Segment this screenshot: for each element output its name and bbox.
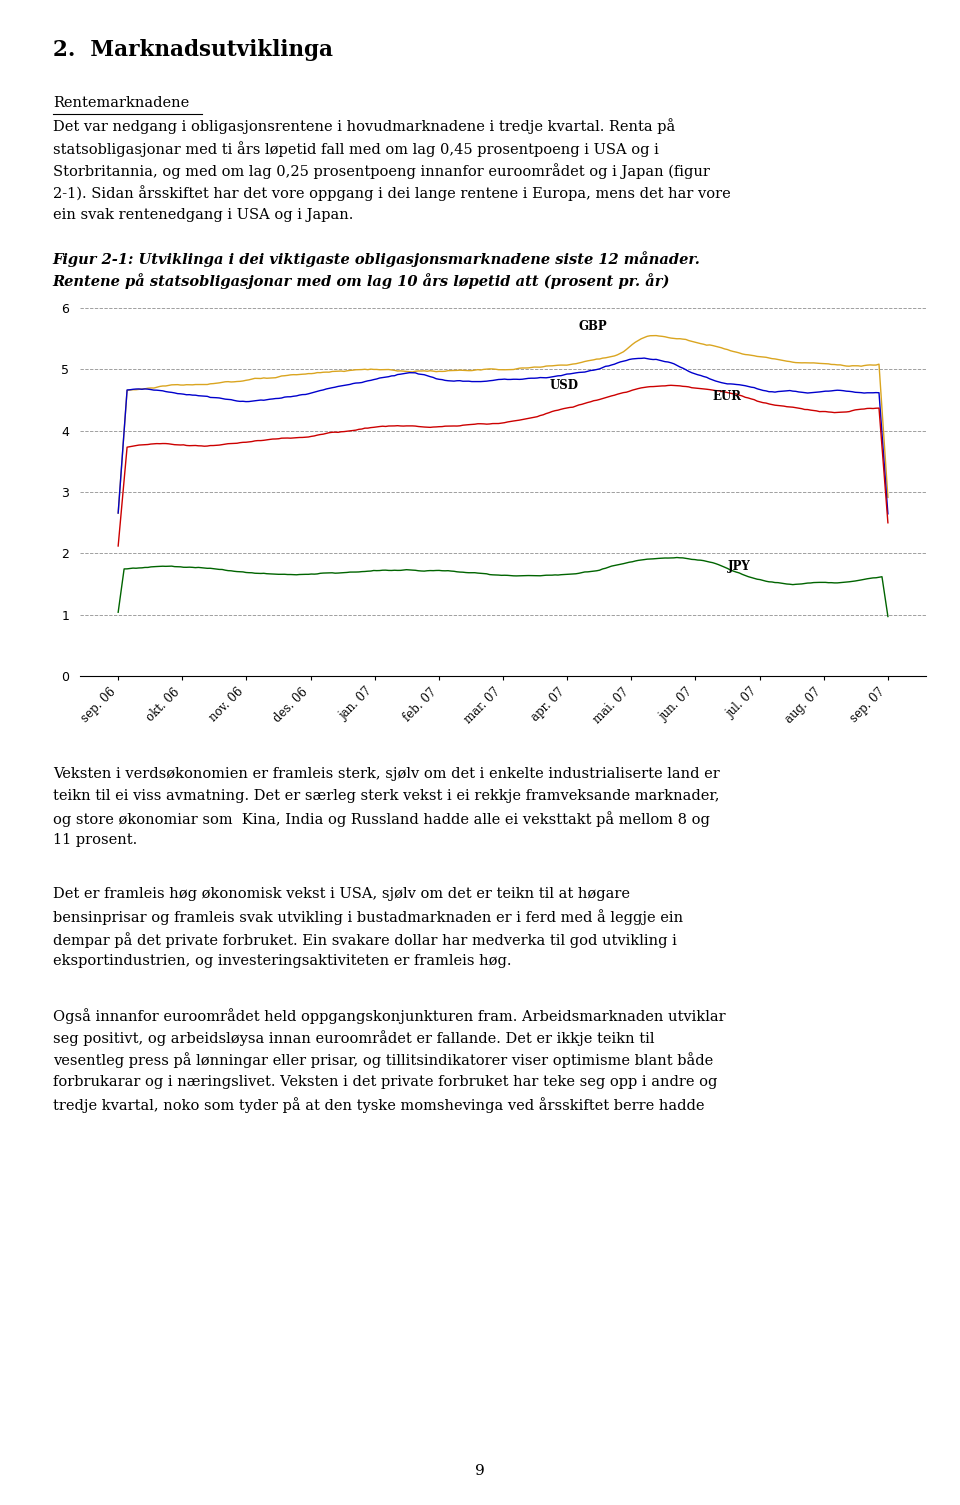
- Text: Det var nedgang i obligasjonsrentene i hovudmarknadene i tredje kvartal. Renta p: Det var nedgang i obligasjonsrentene i h…: [53, 119, 675, 134]
- Text: Også innanfor euroområdet held oppgangskonjunkturen fram. Arbeidsmarknaden utvik: Også innanfor euroområdet held oppgangsk…: [53, 1008, 726, 1023]
- Text: Veksten i verdsøkonomien er framleis sterk, sjølv om det i enkelte industrialise: Veksten i verdsøkonomien er framleis ste…: [53, 766, 720, 781]
- Text: JPY: JPY: [728, 560, 750, 573]
- Text: Rentemarknadene: Rentemarknadene: [53, 96, 189, 110]
- Text: seg positivt, og arbeidsløysa innan euroområdet er fallande. Det er ikkje teikn : seg positivt, og arbeidsløysa innan euro…: [53, 1031, 655, 1046]
- Text: Figur 2-1: Utviklinga i dei viktigaste obligasjonsmarknadene siste 12 månader.: Figur 2-1: Utviklinga i dei viktigaste o…: [53, 251, 701, 266]
- Text: Storbritannia, og med om lag 0,25 prosentpoeng innanfor euroområdet og i Japan (: Storbritannia, og med om lag 0,25 prosen…: [53, 163, 709, 179]
- Text: og store økonomiar som  Kina, India og Russland hadde alle ei veksttakt på mello: og store økonomiar som Kina, India og Ru…: [53, 811, 709, 828]
- Text: Det er framleis høg økonomisk vekst i USA, sjølv om det er teikn til at høgare: Det er framleis høg økonomisk vekst i US…: [53, 888, 630, 901]
- Text: bensinprisar og framleis svak utvikling i bustadmarknaden er i ferd med å leggje: bensinprisar og framleis svak utvikling …: [53, 909, 683, 926]
- Text: tredje kvartal, noko som tyder på at den tyske momshevinga ved årsskiftet berre : tredje kvartal, noko som tyder på at den…: [53, 1097, 705, 1114]
- Text: EUR: EUR: [712, 390, 741, 403]
- Text: 11 prosent.: 11 prosent.: [53, 834, 137, 847]
- Text: statsobligasjonar med ti års løpetid fall med om lag 0,45 prosentpoeng i USA og : statsobligasjonar med ti års løpetid fal…: [53, 141, 659, 157]
- Text: vesentleg press på lønningar eller prisar, og tillitsindikatorer viser optimisme: vesentleg press på lønningar eller prisa…: [53, 1052, 713, 1069]
- Text: eksportindustrien, og investeringsaktiviteten er framleis høg.: eksportindustrien, og investeringsaktivi…: [53, 954, 512, 968]
- Text: forbrukarar og i næringslivet. Veksten i det private forbruket har teke seg opp : forbrukarar og i næringslivet. Veksten i…: [53, 1075, 717, 1090]
- Text: Rentene på statsobligasjonar med om lag 10 års løpetid att (prosent pr. år): Rentene på statsobligasjonar med om lag …: [53, 274, 670, 289]
- Text: 2.  Marknadsutviklinga: 2. Marknadsutviklinga: [53, 39, 333, 62]
- Text: USD: USD: [549, 379, 578, 393]
- Text: GBP: GBP: [579, 321, 608, 334]
- Text: 2-1). Sidan årsskiftet har det vore oppgang i dei lange rentene i Europa, mens d: 2-1). Sidan årsskiftet har det vore oppg…: [53, 185, 731, 202]
- Text: ein svak rentenedgang i USA og i Japan.: ein svak rentenedgang i USA og i Japan.: [53, 208, 353, 221]
- Text: dempar på det private forbruket. Ein svakare dollar har medverka til god utvikli: dempar på det private forbruket. Ein sva…: [53, 932, 677, 948]
- Text: 9: 9: [475, 1464, 485, 1478]
- Text: teikn til ei viss avmatning. Det er særleg sterk vekst i ei rekkje framveksande : teikn til ei viss avmatning. Det er særl…: [53, 789, 719, 804]
